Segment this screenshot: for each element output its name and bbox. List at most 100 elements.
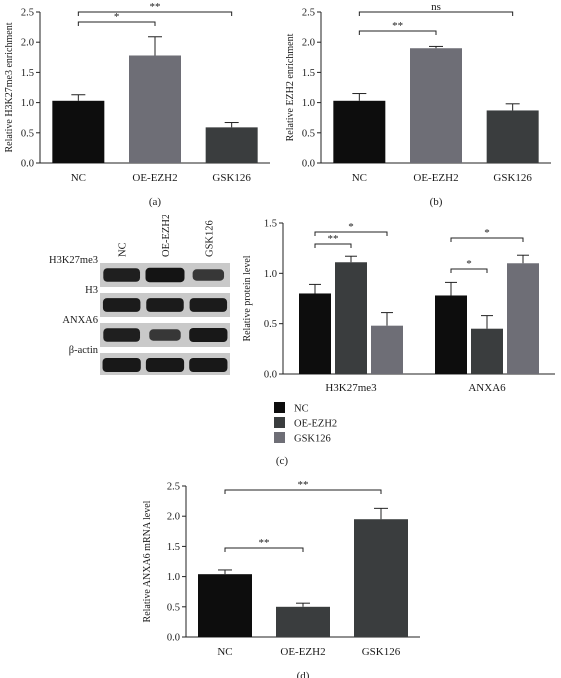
blot-band: [102, 357, 141, 373]
significance-bracket: [450, 237, 524, 242]
y-tick-label: 1.0: [167, 572, 180, 583]
x-tick-label: OE-EZH2: [280, 646, 325, 658]
significance-label: **: [328, 233, 339, 245]
panel-label: (d): [297, 670, 310, 678]
blot-band: [192, 269, 225, 281]
significance-bracket: [77, 21, 156, 26]
significance-bracket: [224, 489, 382, 494]
significance-label: *: [348, 221, 354, 233]
bar: [410, 48, 462, 163]
y-tick-label: 1.5: [21, 68, 34, 79]
significance-bracket: [314, 231, 388, 236]
legend-label: NC: [294, 404, 309, 415]
y-tick-label: 2.0: [167, 512, 180, 523]
blot-band: [103, 268, 141, 282]
y-tick-label: 1.5: [264, 219, 277, 230]
blot-column-label: OE-EZH2: [161, 215, 172, 257]
y-tick-label: 1.5: [302, 68, 315, 79]
significance-label: ns: [431, 1, 441, 13]
bar: [507, 263, 539, 374]
x-tick-label: GSK126: [212, 172, 251, 184]
bar: [354, 519, 408, 637]
significance-label: **: [259, 537, 270, 549]
y-tick-label: 1.5: [167, 542, 180, 553]
x-tick-label: OE-EZH2: [132, 172, 177, 184]
x-tick-label: OE-EZH2: [413, 172, 458, 184]
blot-band: [189, 357, 228, 373]
significance-label: **: [392, 20, 403, 32]
significance-label: *: [114, 11, 120, 23]
blot-row-label: H3: [85, 285, 98, 296]
y-tick-label: 1.0: [302, 98, 315, 109]
panel-label: (a): [149, 196, 162, 208]
bar: [471, 328, 503, 374]
blot-row-label: H3K27me3: [49, 255, 98, 266]
x-tick-label: H3K27me3: [325, 382, 377, 394]
y-tick-label: 2.5: [302, 8, 315, 19]
legend-swatch: [274, 402, 285, 413]
significance-bracket: [77, 11, 233, 16]
panel-label-c: (c): [275, 455, 289, 467]
significance-label: *: [466, 258, 472, 270]
blot-band: [145, 267, 185, 283]
legend-swatch: [274, 417, 285, 428]
x-tick-label: NC: [217, 646, 232, 658]
y-axis-label: Relative H3K27me3 enrichment: [4, 22, 15, 152]
blot-band: [102, 298, 141, 312]
bar: [52, 100, 105, 163]
legend-label: GSK126: [294, 434, 331, 445]
blot-band: [145, 357, 185, 373]
y-tick-label: 0.5: [264, 319, 277, 330]
significance-bracket: [314, 243, 352, 248]
y-axis-label: Relative EZH2 enrichment: [285, 33, 296, 141]
significance-label: **: [150, 1, 161, 13]
chart-b: 0.0 0.5 1.0 1.5 2.0 2.5 Relative EZH2 enrichme…: [285, 1, 551, 208]
blot-column-label: GSK126: [204, 220, 215, 257]
bar: [129, 55, 181, 163]
significance-bracket: [358, 30, 437, 35]
y-tick-label: 2.0: [21, 38, 34, 49]
bar: [205, 127, 258, 163]
y-tick-label: 0.5: [167, 602, 180, 613]
blot-band: [146, 298, 184, 312]
y-tick-label: 0.0: [302, 159, 315, 170]
y-tick-label: 1.0: [264, 269, 277, 280]
chart-c: 0.0 0.5 1.0 1.5 Relative protein level H3K27m…: [242, 219, 555, 394]
y-tick-label: 2.0: [302, 38, 315, 49]
y-tick-label: 0.5: [302, 128, 315, 139]
significance-bracket: [224, 547, 304, 552]
blot-band: [189, 327, 228, 343]
bar: [333, 100, 386, 163]
x-tick-label: NC: [352, 172, 367, 184]
legend-c: NC OE-EZH2 GSK126: [274, 402, 337, 445]
bar: [435, 295, 467, 374]
bar: [198, 574, 252, 637]
y-tick-label: 0.5: [21, 128, 34, 139]
x-tick-label: GSK126: [362, 646, 401, 658]
bar: [371, 325, 403, 374]
blot-band: [189, 298, 228, 312]
blot-band: [149, 329, 181, 341]
blot-band: [103, 328, 141, 342]
bar: [276, 606, 330, 637]
significance-bracket: [450, 268, 488, 273]
x-tick-label: ANXA6: [468, 382, 506, 394]
chart-d: 0.0 0.5 1.0 1.5 2.0 2.5 Relative ANXA6 mRNA le…: [142, 479, 420, 678]
y-tick-label: 0.0: [21, 159, 34, 170]
significance-label: **: [298, 479, 309, 491]
western-blot: NC OE-EZH2 GSK126: [100, 215, 230, 375]
blot-row-label: β-actin: [68, 345, 98, 356]
y-tick-label: 0.0: [167, 633, 180, 644]
y-tick-label: 2.5: [21, 8, 34, 19]
legend-label: OE-EZH2: [294, 419, 337, 430]
bar: [486, 110, 539, 163]
blot-row-label: ANXA6: [62, 315, 98, 326]
chart-a: 0.0 0.5 1.0 1.5 2.0 2.5 Relative H3K27me3 enri…: [4, 1, 270, 208]
bar: [335, 262, 367, 374]
x-tick-label: GSK126: [493, 172, 532, 184]
y-tick-label: 2.5: [167, 482, 180, 493]
bar: [299, 293, 331, 374]
y-tick-label: 0.0: [264, 370, 277, 381]
panel-label: (b): [430, 196, 443, 208]
significance-bracket: [358, 11, 514, 16]
